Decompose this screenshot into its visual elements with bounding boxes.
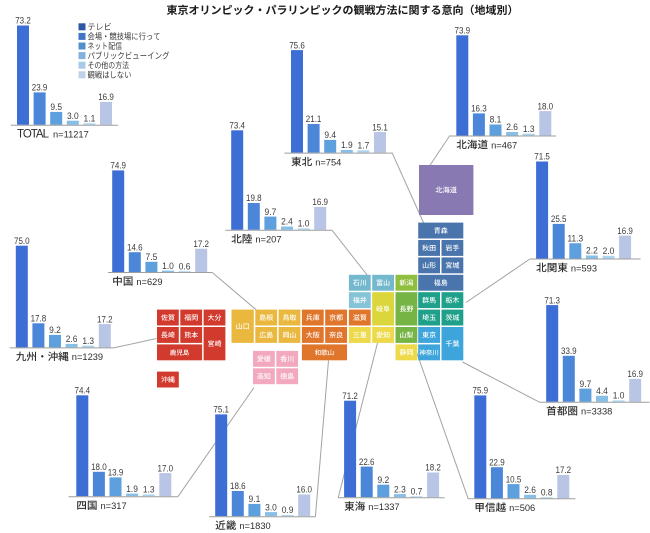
svg-text:1.0: 1.0 bbox=[298, 219, 310, 230]
svg-text:0.6: 0.6 bbox=[179, 261, 191, 272]
svg-text:75.6: 75.6 bbox=[289, 40, 305, 51]
svg-text:22.9: 22.9 bbox=[489, 457, 505, 468]
svg-text:10.5: 10.5 bbox=[506, 474, 522, 485]
svg-text:n=629: n=629 bbox=[136, 277, 162, 287]
svg-text:73.2: 73.2 bbox=[15, 16, 31, 27]
svg-text:7.5: 7.5 bbox=[146, 252, 158, 263]
svg-text:8.1: 8.1 bbox=[490, 115, 502, 126]
svg-text:13.9: 13.9 bbox=[108, 468, 124, 479]
svg-text:4.4: 4.4 bbox=[596, 386, 608, 397]
svg-text:9.2: 9.2 bbox=[49, 325, 61, 336]
svg-text:74.9: 74.9 bbox=[110, 161, 126, 172]
svg-text:n=1830: n=1830 bbox=[239, 521, 270, 531]
svg-text:TOTAL: TOTAL bbox=[17, 129, 50, 141]
svg-text:11.3: 11.3 bbox=[568, 233, 584, 244]
svg-text:9.4: 9.4 bbox=[324, 130, 336, 141]
svg-text:1.9: 1.9 bbox=[341, 140, 353, 151]
svg-text:n=11217: n=11217 bbox=[53, 130, 89, 140]
svg-text:n=754: n=754 bbox=[315, 157, 341, 167]
svg-text:17.2: 17.2 bbox=[556, 465, 572, 476]
svg-text:3.0: 3.0 bbox=[265, 502, 277, 513]
svg-text:16.9: 16.9 bbox=[617, 226, 633, 237]
svg-text:16.3: 16.3 bbox=[471, 104, 487, 115]
svg-text:21.1: 21.1 bbox=[306, 114, 322, 125]
svg-text:71.3: 71.3 bbox=[544, 295, 560, 306]
svg-text:2.2: 2.2 bbox=[586, 246, 598, 257]
svg-text:2.3: 2.3 bbox=[394, 484, 406, 495]
svg-text:1.3: 1.3 bbox=[82, 336, 94, 347]
svg-text:0.7: 0.7 bbox=[411, 487, 423, 498]
svg-text:n=506: n=506 bbox=[509, 503, 535, 513]
svg-text:n=593: n=593 bbox=[571, 263, 597, 273]
svg-text:15.1: 15.1 bbox=[372, 122, 388, 133]
svg-text:9.7: 9.7 bbox=[265, 207, 277, 218]
svg-text:9.2: 9.2 bbox=[377, 475, 389, 486]
svg-text:16.9: 16.9 bbox=[98, 92, 114, 103]
svg-text:18.6: 18.6 bbox=[230, 481, 246, 492]
svg-text:22.6: 22.6 bbox=[359, 457, 375, 468]
svg-text:18.0: 18.0 bbox=[91, 462, 107, 473]
svg-text:71.5: 71.5 bbox=[534, 152, 550, 163]
svg-text:75.1: 75.1 bbox=[213, 405, 229, 416]
svg-text:n=207: n=207 bbox=[255, 235, 281, 245]
svg-text:2.0: 2.0 bbox=[603, 246, 615, 257]
svg-text:17.2: 17.2 bbox=[193, 239, 209, 250]
svg-text:9.7: 9.7 bbox=[580, 379, 592, 390]
svg-text:2.6: 2.6 bbox=[66, 334, 78, 345]
svg-text:19.8: 19.8 bbox=[246, 193, 262, 204]
svg-text:74.4: 74.4 bbox=[75, 386, 91, 397]
svg-text:25.5: 25.5 bbox=[551, 214, 567, 225]
svg-text:n=3338: n=3338 bbox=[581, 407, 612, 417]
svg-text:75.9: 75.9 bbox=[473, 386, 489, 397]
svg-text:73.4: 73.4 bbox=[229, 121, 245, 132]
svg-text:17.8: 17.8 bbox=[31, 314, 47, 325]
svg-text:16.9: 16.9 bbox=[627, 369, 643, 380]
svg-text:1.0: 1.0 bbox=[162, 261, 174, 272]
svg-text:9.1: 9.1 bbox=[249, 494, 261, 505]
svg-text:1.3: 1.3 bbox=[143, 485, 155, 496]
svg-text:1.9: 1.9 bbox=[126, 484, 138, 495]
svg-text:n=1337: n=1337 bbox=[368, 502, 399, 512]
svg-text:0.8: 0.8 bbox=[541, 487, 553, 498]
svg-text:17.0: 17.0 bbox=[158, 463, 174, 474]
svg-text:1.1: 1.1 bbox=[84, 114, 96, 125]
svg-text:n=1239: n=1239 bbox=[72, 352, 103, 362]
svg-text:17.2: 17.2 bbox=[97, 314, 113, 325]
svg-text:2.4: 2.4 bbox=[281, 217, 293, 228]
svg-text:3.0: 3.0 bbox=[67, 111, 79, 122]
svg-text:1.0: 1.0 bbox=[613, 391, 625, 402]
svg-text:18.2: 18.2 bbox=[425, 463, 441, 474]
svg-text:2.6: 2.6 bbox=[524, 485, 536, 496]
svg-text:23.9: 23.9 bbox=[32, 83, 48, 94]
svg-text:9.5: 9.5 bbox=[50, 102, 62, 113]
svg-text:14.6: 14.6 bbox=[127, 242, 143, 253]
svg-text:75.0: 75.0 bbox=[14, 236, 30, 247]
svg-text:n=317: n=317 bbox=[101, 501, 127, 511]
svg-text:16.9: 16.9 bbox=[312, 197, 328, 208]
svg-text:1.3: 1.3 bbox=[523, 124, 535, 135]
svg-text:2.6: 2.6 bbox=[506, 122, 518, 133]
svg-text:71.2: 71.2 bbox=[342, 391, 358, 402]
svg-text:16.0: 16.0 bbox=[296, 485, 312, 496]
svg-text:1.7: 1.7 bbox=[358, 141, 370, 152]
svg-text:73.9: 73.9 bbox=[455, 26, 471, 37]
svg-text:18.0: 18.0 bbox=[538, 101, 554, 112]
svg-text:n=467: n=467 bbox=[491, 140, 517, 150]
svg-text:33.9: 33.9 bbox=[561, 346, 577, 357]
svg-text:0.9: 0.9 bbox=[282, 505, 294, 516]
